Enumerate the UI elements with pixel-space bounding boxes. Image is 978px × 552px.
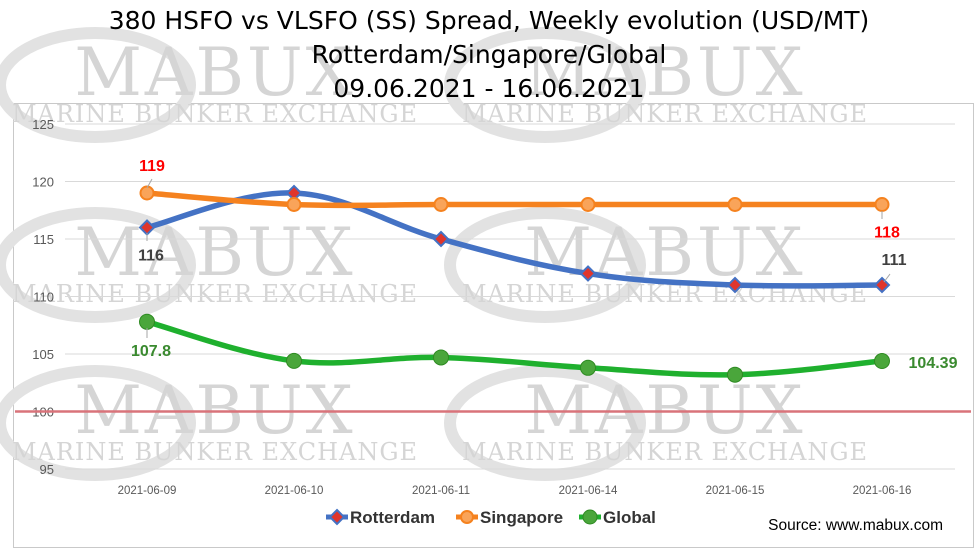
watermark-swirl bbox=[0, 207, 196, 323]
data-label-singapore: 118 bbox=[874, 225, 900, 242]
legend-swatch-marker bbox=[582, 509, 598, 525]
data-label-leader bbox=[883, 273, 891, 283]
legend-label: Global bbox=[603, 508, 656, 527]
title-line-2: Rotterdam/Singapore/Global bbox=[311, 40, 667, 69]
data-point-rotterdam bbox=[726, 276, 744, 294]
x-tick-label: 2021-06-14 bbox=[559, 485, 618, 497]
data-point-singapore bbox=[727, 197, 743, 212]
x-tick-label: 2021-06-09 bbox=[118, 485, 177, 497]
legend-item-rotterdam: Rotterdam bbox=[326, 508, 435, 527]
x-tick-label: 2021-06-16 bbox=[853, 485, 912, 497]
legend-item-singapore: Singapore bbox=[456, 508, 563, 527]
data-label-rotterdam: 111 bbox=[882, 252, 907, 269]
series-line-rotterdam bbox=[144, 190, 885, 289]
x-tick-label: 2021-06-11 bbox=[412, 485, 470, 497]
title-line-1: 380 HSFO vs VLSFO (SS) Spread, Weekly ev… bbox=[108, 6, 870, 35]
data-point-global bbox=[286, 352, 302, 369]
data-label-rotterdam: 116 bbox=[138, 248, 164, 265]
watermark-subtitle-text: MARINE BUNKER EXCHANGE bbox=[462, 100, 868, 128]
watermark-swirl bbox=[444, 207, 646, 323]
data-label-singapore: 119 bbox=[139, 158, 165, 175]
watermark-logo-text: MABUX bbox=[524, 34, 805, 111]
watermark-logo-text: MABUX bbox=[524, 214, 805, 291]
data-point-global bbox=[139, 313, 155, 330]
data-point-rotterdam bbox=[432, 230, 450, 248]
data-point-rotterdam bbox=[579, 265, 597, 282]
data-label-global: 107.8 bbox=[131, 343, 171, 360]
legend-swatch-marker bbox=[460, 510, 474, 524]
watermark-logo-text: MABUX bbox=[74, 34, 355, 111]
y-tick-label: 105 bbox=[32, 347, 54, 362]
series-line-singapore bbox=[144, 190, 885, 209]
chart-area bbox=[13, 103, 974, 548]
x-tick-label: 2021-06-10 bbox=[265, 485, 324, 497]
data-label-leader bbox=[146, 178, 153, 189]
legend: Rotterdam Singapore Global bbox=[326, 508, 656, 527]
watermark-swirl bbox=[0, 365, 196, 481]
y-tick-label: 110 bbox=[33, 290, 54, 305]
data-point-singapore bbox=[433, 197, 449, 212]
watermark-subtitle-text: MARINE BUNKER EXCHANGE bbox=[12, 280, 418, 308]
data-point-global bbox=[433, 349, 449, 366]
y-tick-label: 120 bbox=[32, 175, 54, 190]
data-point-singapore bbox=[139, 185, 155, 201]
data-label-global: 104.39 bbox=[909, 355, 958, 372]
y-tick-label: 115 bbox=[33, 232, 54, 247]
watermark-subtitle-text: MARINE BUNKER EXCHANGE bbox=[12, 438, 418, 466]
data-point-global bbox=[580, 359, 596, 376]
title-line-3: 09.06.2021 - 16.06.2021 bbox=[333, 74, 645, 103]
series-line-global bbox=[144, 319, 885, 378]
data-point-singapore bbox=[580, 197, 596, 212]
source-text: Source: www.mabux.com bbox=[768, 517, 943, 534]
watermark-swirl bbox=[444, 365, 646, 481]
y-tick-label: 125 bbox=[32, 117, 54, 132]
watermark-subtitle-text: MARINE BUNKER EXCHANGE bbox=[462, 438, 868, 466]
legend-label: Singapore bbox=[480, 508, 563, 527]
label-layer: 116 111 119 118 107.8 104.39 bbox=[131, 158, 958, 372]
data-point-singapore bbox=[874, 197, 890, 212]
watermark-logo-text: MABUX bbox=[74, 214, 355, 291]
data-point-global bbox=[874, 353, 890, 370]
data-point-rotterdam bbox=[873, 276, 891, 294]
y-tick-label: 95 bbox=[40, 462, 54, 477]
chart-title: 380 HSFO vs VLSFO (SS) Spread, Weekly ev… bbox=[0, 0, 978, 106]
series-layer bbox=[138, 184, 891, 383]
data-point-singapore bbox=[286, 197, 302, 212]
watermark-swirl bbox=[0, 27, 196, 143]
legend-swatch-marker bbox=[328, 508, 346, 526]
legend-label: Rotterdam bbox=[350, 508, 435, 527]
watermark-swirl bbox=[444, 27, 646, 143]
watermark-subtitle-text: MARINE BUNKER EXCHANGE bbox=[12, 100, 418, 128]
data-point-global bbox=[727, 366, 743, 383]
x-tick-label: 2021-06-15 bbox=[706, 485, 765, 497]
legend-item-global: Global bbox=[579, 508, 656, 527]
